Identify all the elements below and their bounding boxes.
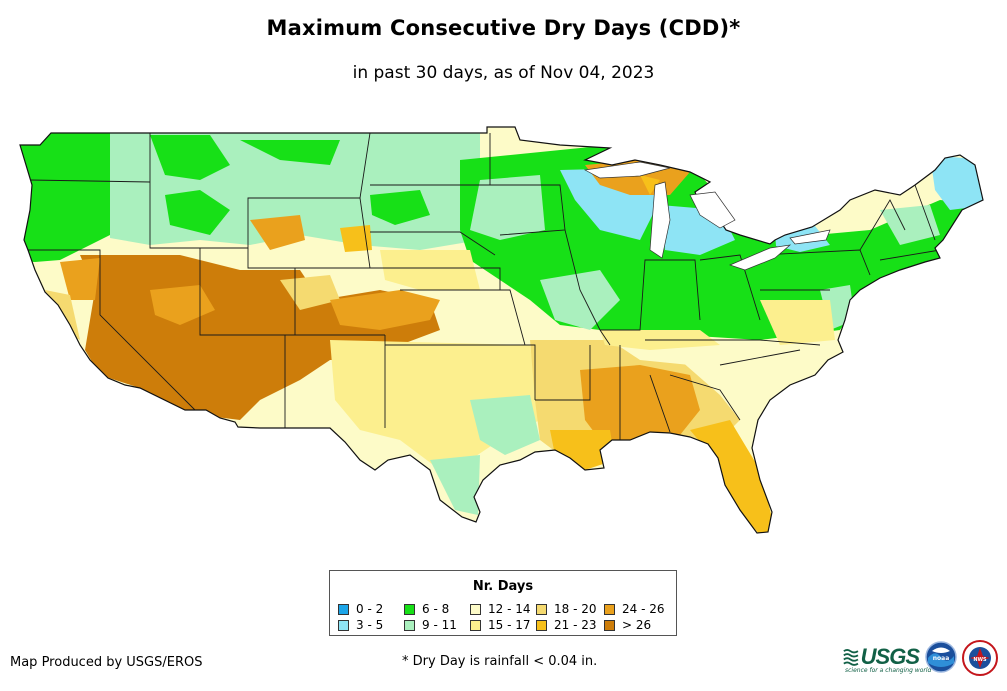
legend-label: 0 - 2 <box>356 602 384 616</box>
legend: Nr. Days 0 - 2 3 - 5 6 - 8 9 - 11 12 - 1… <box>329 570 677 636</box>
legend-item: 18 - 20 <box>536 602 597 616</box>
legend-item: 0 - 2 <box>338 602 383 616</box>
legend-swatch <box>604 619 615 631</box>
legend-swatch <box>404 619 415 631</box>
legend-label: 21 - 23 <box>554 618 597 632</box>
legend-swatch <box>536 603 547 615</box>
great-lakes <box>583 161 831 271</box>
map-subtitle: in past 30 days, as of Nov 04, 2023 <box>352 63 655 83</box>
legend-label: 15 - 17 <box>488 618 531 632</box>
legend-label: 3 - 5 <box>356 618 384 632</box>
legend-label: > 26 <box>622 618 652 632</box>
state-boundaries <box>28 132 941 440</box>
legend-label: 12 - 14 <box>488 602 531 616</box>
map-title: Maximum Consecutive Dry Days (CDD)* <box>266 16 741 40</box>
legend-item: 3 - 5 <box>338 618 383 632</box>
usgs-waves-icon <box>843 649 859 666</box>
legend-label: 9 - 11 <box>422 618 457 632</box>
footnote-text: * Dry Day is rainfall < 0.04 in. <box>402 654 598 669</box>
legend-item: > 26 <box>604 618 651 632</box>
usgs-logo: USGS <box>843 643 920 671</box>
nws-logo: NWS <box>962 640 998 676</box>
legend-title: Nr. Days <box>472 579 534 594</box>
legend-swatch <box>604 603 615 615</box>
noaa-wordmark: noaa <box>933 655 950 662</box>
legend-swatch <box>536 619 547 631</box>
legend-item: 24 - 26 <box>604 602 665 616</box>
legend-label: 6 - 8 <box>422 602 450 616</box>
legend-item: 12 - 14 <box>470 602 531 616</box>
legend-item: 6 - 8 <box>404 602 449 616</box>
legend-swatch <box>338 603 349 615</box>
nws-wordmark: NWS <box>973 657 987 663</box>
legend-swatch <box>404 603 415 615</box>
cdd-shading <box>20 127 983 533</box>
legend-item: 15 - 17 <box>470 618 531 632</box>
legend-swatch <box>338 619 349 631</box>
legend-label: 24 - 26 <box>622 602 665 616</box>
legend-item: 9 - 11 <box>404 618 457 632</box>
noaa-logo: noaa <box>925 641 957 673</box>
legend-item: 21 - 23 <box>536 618 597 632</box>
credit-text: Map Produced by USGS/EROS <box>10 655 203 670</box>
legend-label: 18 - 20 <box>554 602 597 616</box>
usgs-tagline: science for a changing world <box>845 667 932 674</box>
legend-swatch <box>470 619 481 631</box>
usgs-wordmark: USGS <box>860 644 920 669</box>
legend-swatch <box>470 603 481 615</box>
